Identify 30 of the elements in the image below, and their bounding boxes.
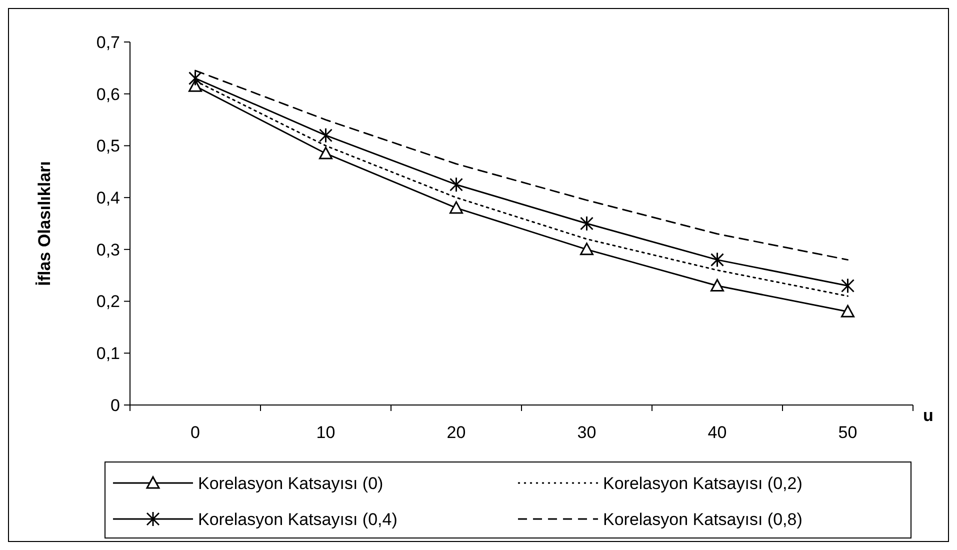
point xyxy=(580,216,594,232)
y-tick-label: 0 xyxy=(110,396,120,415)
point xyxy=(841,278,854,294)
y-tick-label: 0,2 xyxy=(96,292,120,312)
legend-label: Korelasyon Katsayısı (0,2) xyxy=(603,474,802,493)
x-tick-label: 0 xyxy=(190,423,200,442)
point xyxy=(319,128,332,144)
point xyxy=(319,146,332,160)
point xyxy=(450,176,463,192)
y-tick-label: 0,6 xyxy=(96,84,120,104)
y-axis-title: İflas Olasılıkları xyxy=(35,161,54,286)
point xyxy=(710,278,724,292)
x-tick-label: 20 xyxy=(446,423,466,442)
legend-label: Korelasyon Katsayısı (0,8) xyxy=(603,510,802,529)
x-tick-label: 10 xyxy=(316,423,336,442)
point xyxy=(450,201,463,214)
y-tick-label: 0,5 xyxy=(96,136,120,156)
point xyxy=(710,252,724,268)
x-axis-title: u xyxy=(923,406,934,425)
y-tick-label: 0,1 xyxy=(96,344,120,364)
y-tick-label: 0,3 xyxy=(96,240,120,260)
y-tick-label: 0,7 xyxy=(96,32,120,52)
x-tick-label: 40 xyxy=(708,423,727,442)
legend-label: Korelasyon Katsayısı (0,4) xyxy=(198,510,398,529)
x-tick-label: 30 xyxy=(577,423,596,442)
y-tick-label: 0,4 xyxy=(96,188,120,208)
legend-label: Korelasyon Katsayısı (0) xyxy=(198,474,384,493)
point xyxy=(841,304,854,318)
point xyxy=(580,242,594,256)
x-tick-label: 50 xyxy=(838,423,858,442)
